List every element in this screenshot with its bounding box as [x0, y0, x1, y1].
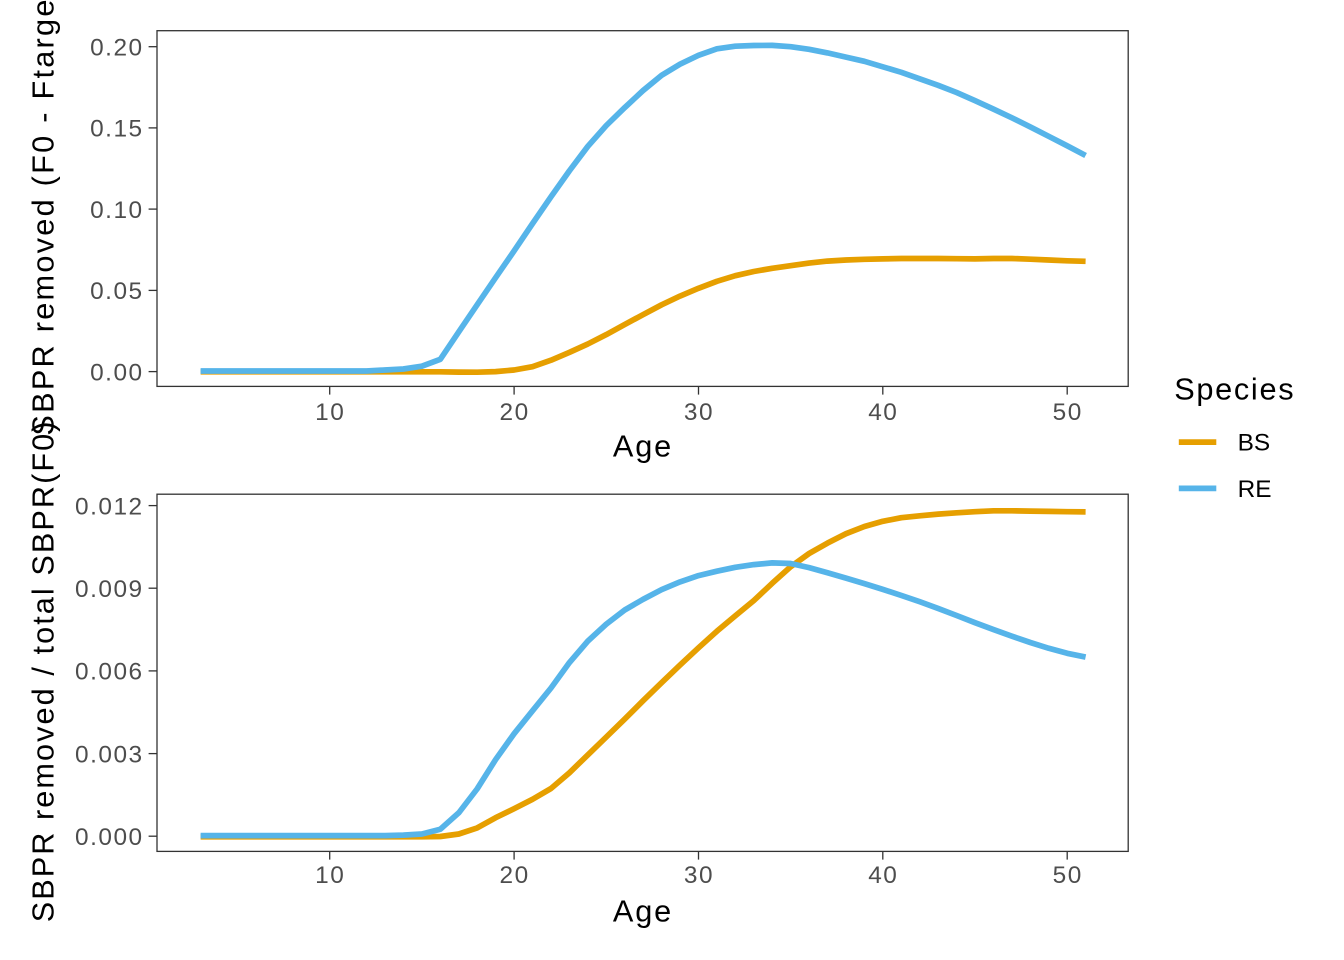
svg-text:0.20: 0.20: [90, 34, 143, 61]
svg-text:40: 40: [868, 862, 898, 889]
svg-text:Age: Age: [613, 894, 673, 929]
svg-text:50: 50: [1053, 399, 1083, 426]
svg-text:SBPR removed (F0 - Ftarget): SBPR removed (F0 - Ftarget): [26, 0, 61, 436]
svg-text:30: 30: [684, 399, 714, 426]
svg-text:RE: RE: [1238, 476, 1272, 503]
svg-text:0.012: 0.012: [75, 493, 144, 520]
svg-text:0.15: 0.15: [90, 116, 143, 143]
svg-text:BS: BS: [1238, 429, 1271, 456]
svg-text:0.003: 0.003: [75, 741, 144, 768]
svg-text:0.10: 0.10: [90, 197, 143, 224]
svg-text:10: 10: [315, 399, 345, 426]
svg-text:40: 40: [868, 399, 898, 426]
svg-text:10: 10: [315, 862, 345, 889]
svg-text:SBPR removed / total SBPR(F0): SBPR removed / total SBPR(F0): [26, 419, 61, 922]
svg-text:0.000: 0.000: [75, 824, 144, 851]
svg-text:50: 50: [1053, 862, 1083, 889]
svg-text:0.009: 0.009: [75, 576, 144, 603]
svg-text:Species: Species: [1174, 371, 1295, 406]
svg-text:0.00: 0.00: [90, 359, 143, 386]
svg-text:20: 20: [500, 399, 530, 426]
svg-text:0.05: 0.05: [90, 278, 143, 305]
svg-text:20: 20: [500, 862, 530, 889]
svg-text:0.006: 0.006: [75, 659, 144, 686]
svg-text:Age: Age: [613, 428, 673, 463]
svg-text:30: 30: [684, 862, 714, 889]
